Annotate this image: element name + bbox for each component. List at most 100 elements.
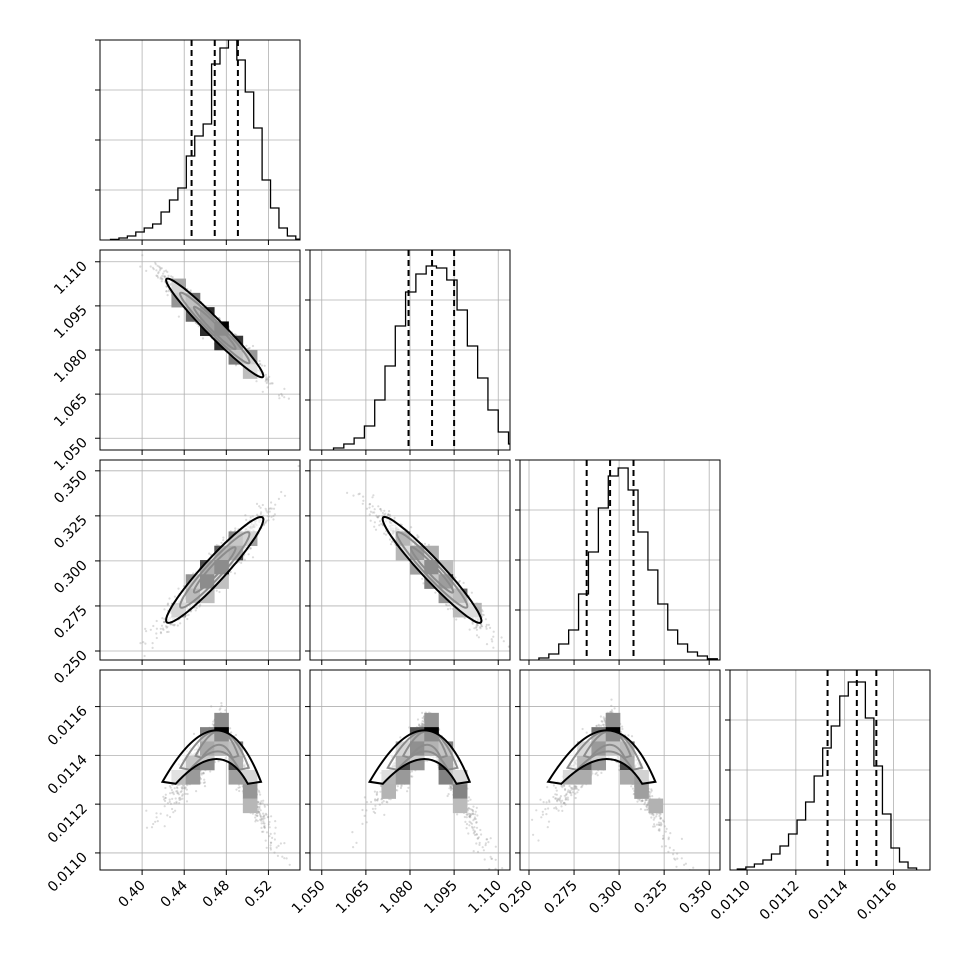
scatter-point bbox=[489, 626, 492, 630]
scatter-point bbox=[270, 507, 273, 510]
scatter-point bbox=[264, 507, 267, 510]
scatter-point bbox=[272, 507, 276, 510]
scatter-point bbox=[434, 591, 437, 594]
scatter-point bbox=[417, 535, 420, 538]
scatter-point bbox=[416, 536, 419, 539]
scatter-point bbox=[266, 380, 270, 383]
scatter-point bbox=[273, 513, 276, 516]
scatter-point bbox=[260, 511, 263, 514]
scatter-point bbox=[266, 511, 269, 514]
panel-2-1 bbox=[305, 459, 511, 665]
scatter-point bbox=[149, 628, 152, 631]
scatter-point bbox=[208, 552, 211, 555]
scatter-point bbox=[142, 641, 145, 644]
scatter-point bbox=[240, 561, 243, 565]
scatter-point bbox=[373, 508, 376, 511]
scatter-point bbox=[266, 386, 269, 389]
scatter-point bbox=[372, 494, 375, 497]
panel-0-0 bbox=[95, 39, 301, 245]
scatter-point bbox=[258, 505, 261, 508]
scatter-point bbox=[161, 617, 164, 620]
scatter-point bbox=[475, 624, 478, 627]
scatter-point bbox=[477, 636, 480, 639]
scatter-point bbox=[234, 333, 237, 336]
contour-line bbox=[381, 515, 483, 624]
scatter-point bbox=[170, 275, 173, 278]
scatter-point bbox=[229, 570, 232, 574]
scatter-point bbox=[378, 524, 381, 527]
scatter-point bbox=[358, 492, 361, 495]
scatter-point bbox=[388, 538, 392, 541]
scatter-point bbox=[171, 276, 174, 279]
scatter-point bbox=[287, 397, 290, 400]
scatter-point bbox=[270, 501, 273, 504]
scatter-point bbox=[144, 627, 147, 631]
scatter-point bbox=[475, 634, 479, 637]
scatter-point bbox=[149, 265, 152, 268]
scatter-point bbox=[157, 272, 160, 275]
scatter-point bbox=[255, 502, 259, 505]
scatter-point bbox=[455, 618, 458, 621]
scatter-point bbox=[368, 503, 371, 506]
scatter-point bbox=[368, 502, 372, 506]
scatter-point bbox=[381, 511, 384, 515]
scatter-point bbox=[186, 617, 189, 621]
panel-frame bbox=[99, 39, 301, 241]
scatter-point bbox=[446, 604, 449, 607]
scatter-point bbox=[139, 265, 142, 268]
scatter-point bbox=[159, 266, 162, 269]
scatter-point bbox=[243, 558, 246, 561]
scatter-point bbox=[245, 518, 248, 522]
scatter-point bbox=[155, 632, 158, 635]
scatter-point bbox=[222, 539, 225, 542]
scatter-point bbox=[218, 590, 221, 594]
scatter-point bbox=[492, 630, 495, 633]
scatter-point bbox=[220, 541, 223, 544]
scatter-point bbox=[373, 525, 376, 528]
scatter-point bbox=[198, 605, 201, 608]
y-tick-label: 1.110 bbox=[51, 258, 91, 298]
scatter-point bbox=[179, 622, 182, 625]
scatter-point bbox=[159, 632, 163, 635]
scatter-point bbox=[161, 627, 164, 630]
scatter-point bbox=[151, 646, 154, 650]
panel-frame bbox=[99, 459, 301, 661]
scatter-point bbox=[195, 606, 198, 610]
scatter-point bbox=[189, 610, 193, 613]
scatter-point bbox=[163, 276, 166, 279]
scatter-point bbox=[171, 623, 174, 627]
scatter-point bbox=[161, 277, 164, 280]
scatter-point bbox=[159, 631, 162, 634]
scatter-point bbox=[268, 515, 271, 518]
scatter-point bbox=[390, 540, 393, 544]
scatter-point bbox=[368, 506, 371, 509]
panel-plot-area bbox=[310, 460, 510, 660]
scatter-point bbox=[248, 346, 251, 350]
scatter-point bbox=[247, 553, 250, 556]
scatter-point bbox=[376, 516, 379, 519]
scatter-point bbox=[192, 572, 195, 575]
scatter-point bbox=[387, 513, 390, 517]
scatter-point bbox=[155, 269, 158, 272]
scatter-point bbox=[283, 387, 286, 390]
scatter-point bbox=[259, 362, 262, 365]
scatter-point bbox=[165, 626, 168, 629]
y-tick-label: 0.300 bbox=[51, 557, 91, 597]
scatter-point bbox=[422, 582, 425, 585]
scatter-point bbox=[362, 499, 365, 502]
scatter-point bbox=[158, 269, 161, 272]
y-tick-label: 0.350 bbox=[51, 467, 91, 507]
scatter-point bbox=[393, 516, 396, 520]
y-tick-label: 1.095 bbox=[51, 302, 91, 342]
scatter-point bbox=[159, 627, 162, 630]
scatter-point bbox=[378, 514, 381, 518]
scatter-point bbox=[269, 507, 272, 510]
scatter-point bbox=[166, 294, 169, 297]
scatter-point bbox=[388, 510, 391, 513]
scatter-point bbox=[173, 595, 176, 598]
scatter-point bbox=[485, 627, 488, 630]
scatter-point bbox=[163, 620, 166, 624]
scatter-point bbox=[277, 497, 280, 500]
y-tick-label: 0.325 bbox=[51, 512, 91, 552]
